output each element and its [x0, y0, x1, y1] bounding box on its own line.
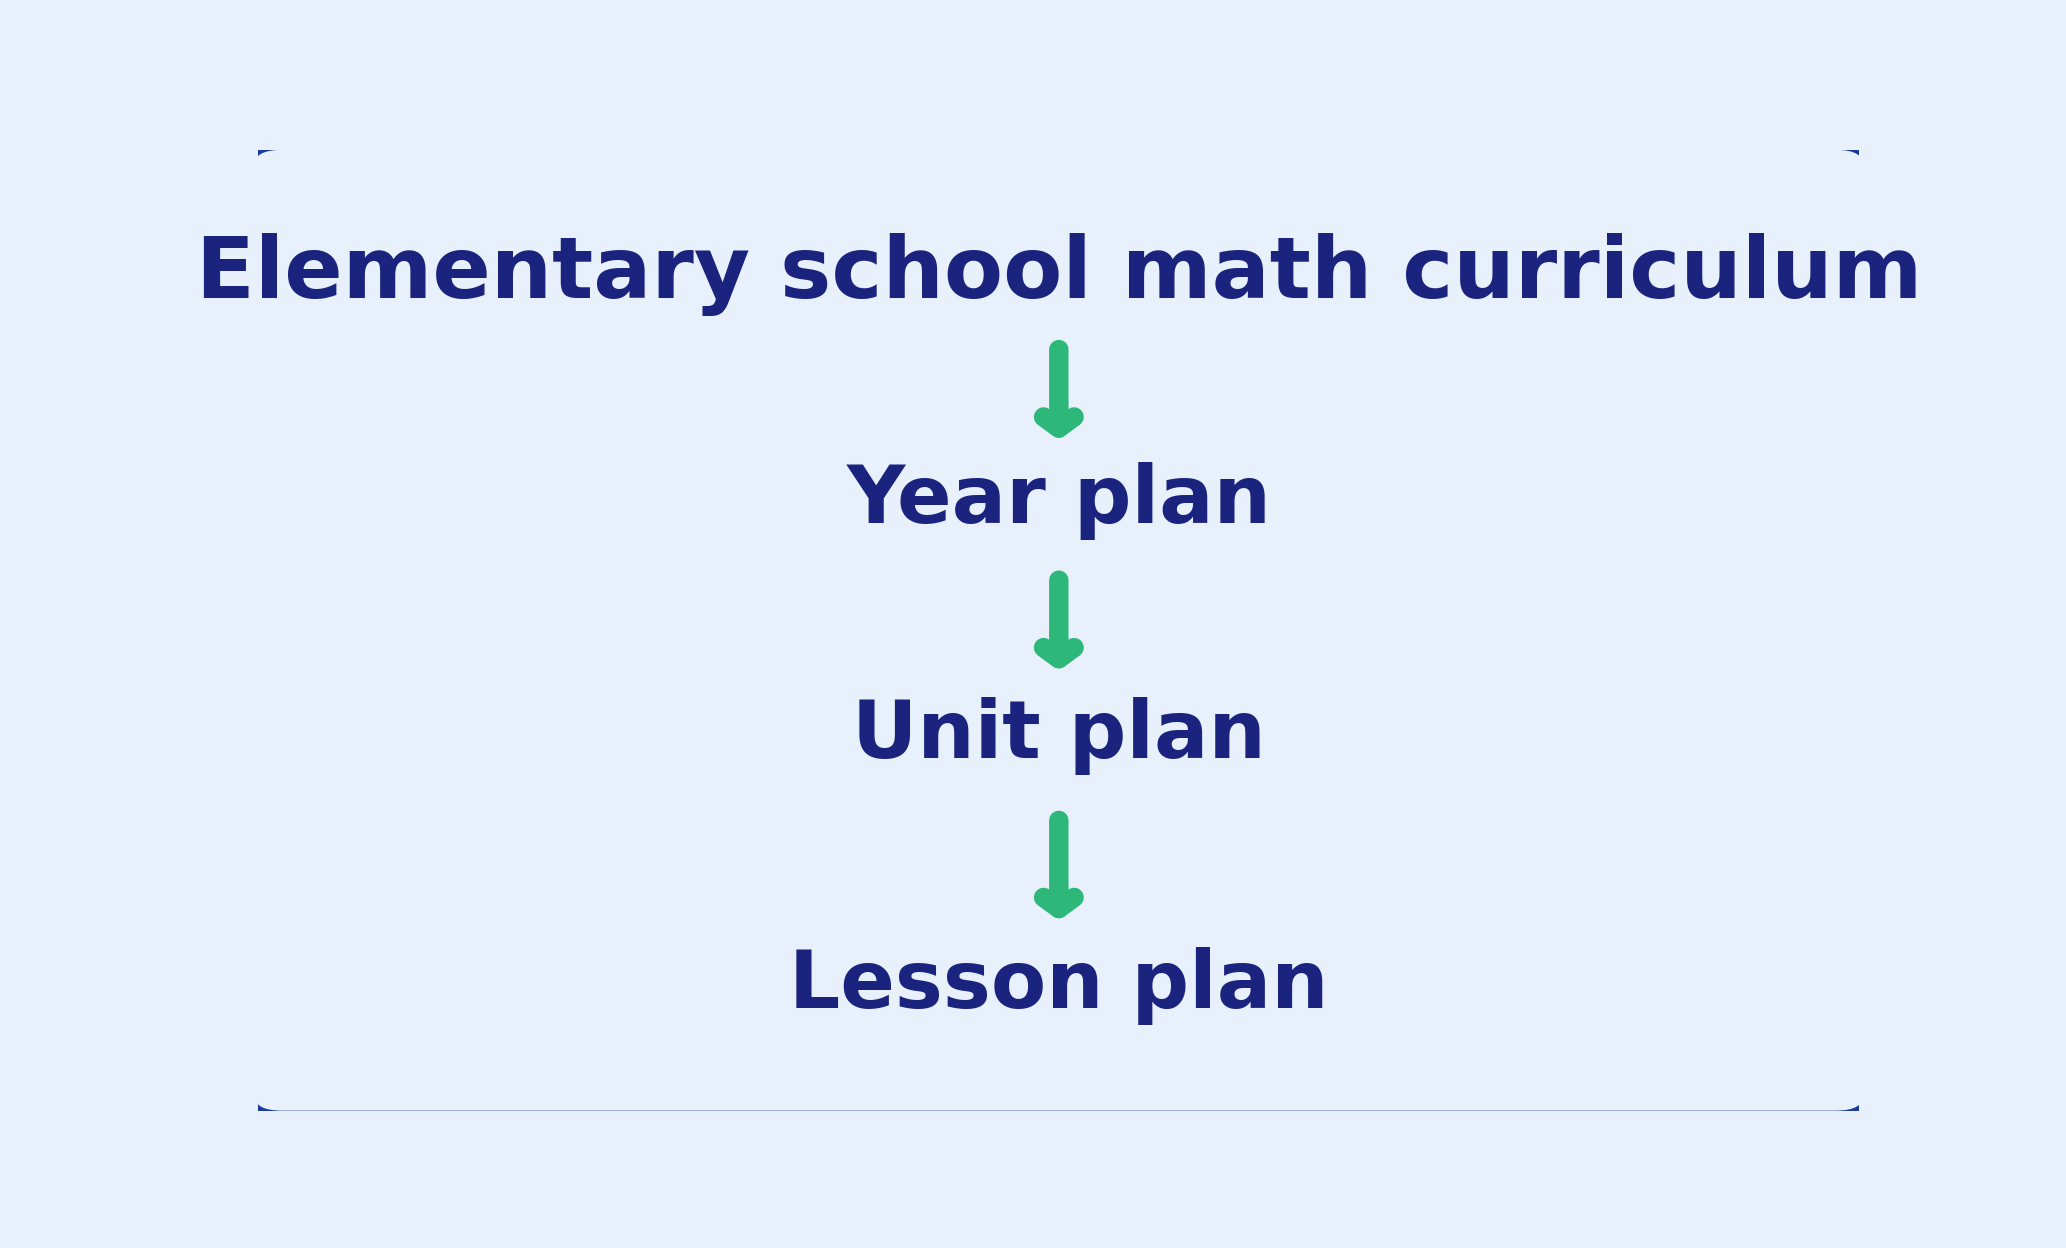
Text: Unit plan: Unit plan [851, 696, 1266, 775]
Text: Year plan: Year plan [847, 462, 1271, 539]
FancyBboxPatch shape [250, 145, 1868, 1116]
Text: Elementary school math curriculum: Elementary school math curriculum [196, 233, 1921, 316]
Text: Lesson plan: Lesson plan [789, 947, 1328, 1025]
